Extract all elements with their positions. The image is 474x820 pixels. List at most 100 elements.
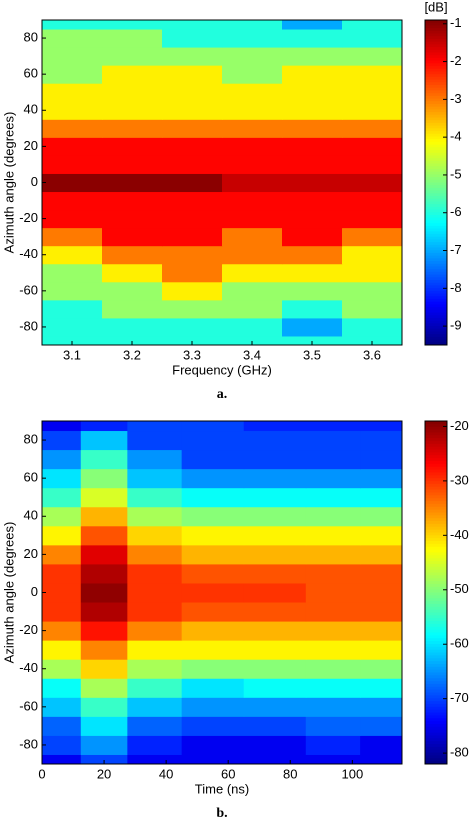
contour-cell xyxy=(282,227,343,247)
colorbar-band xyxy=(425,692,447,696)
colorbar-band xyxy=(425,438,447,442)
colorbar-band xyxy=(425,592,447,596)
contour-cell xyxy=(42,263,103,283)
colorbar-band xyxy=(425,233,447,238)
colorbar-band xyxy=(425,755,447,759)
contour-cell xyxy=(282,299,343,319)
x-tick-label: 3.5 xyxy=(303,347,321,362)
contour-cell xyxy=(162,335,223,346)
y-axis-label: Azimuth angle (degrees) xyxy=(1,112,16,254)
contour-cell xyxy=(80,716,128,736)
contour-cell xyxy=(305,563,361,584)
colorbar-tick-label: -50 xyxy=(450,581,469,596)
colorbar-band xyxy=(425,655,447,659)
contour-cell xyxy=(305,697,361,717)
colorbar-band xyxy=(425,280,447,284)
x-tick-label: 3.2 xyxy=(123,347,141,362)
colorbar-band xyxy=(425,304,447,308)
y-tick-label: -20 xyxy=(19,210,38,225)
colorbar-band xyxy=(425,703,447,708)
y-tick-label: -80 xyxy=(19,318,38,333)
colorbar-tick-label: -40 xyxy=(450,527,469,542)
colorbar-band xyxy=(425,131,447,135)
colorbar-band xyxy=(425,231,447,235)
contour-cell xyxy=(181,582,245,603)
contour-cell xyxy=(42,544,82,565)
contour-cell xyxy=(360,640,403,660)
contour-cell xyxy=(282,317,343,337)
contour-cell xyxy=(243,430,307,451)
colorbar-tick-label: -1 xyxy=(450,15,462,30)
contour-cell xyxy=(80,754,128,765)
contour-cell xyxy=(243,468,307,489)
colorbar-band xyxy=(425,60,447,64)
colorbar-band xyxy=(425,538,447,542)
colorbar-band xyxy=(425,201,447,205)
colorbar-band xyxy=(425,323,447,327)
colorbar-band xyxy=(425,618,447,622)
colorbar-band xyxy=(425,555,447,559)
colorbar-band xyxy=(425,290,447,295)
colorbar-band xyxy=(425,44,447,48)
y-tick-label: 0 xyxy=(31,174,38,189)
colorbar-band xyxy=(425,198,447,202)
colorbar-band xyxy=(425,463,447,468)
colorbar-band xyxy=(425,74,447,78)
colorbar-band xyxy=(425,492,447,496)
contour-cell xyxy=(42,20,103,30)
y-tick-label: 20 xyxy=(24,138,38,153)
colorbar-band xyxy=(425,236,447,240)
contour-cell xyxy=(102,245,163,265)
colorbar-band xyxy=(425,543,447,548)
colorbar-band xyxy=(425,681,447,685)
colorbar-band xyxy=(425,82,447,86)
colorbar-band xyxy=(425,301,447,305)
colorbar-tick-label: -9 xyxy=(450,318,462,333)
colorbar-band xyxy=(425,163,447,167)
colorbar-band xyxy=(425,455,447,459)
colorbar-label: [dB] xyxy=(424,0,447,14)
colorbar-band xyxy=(425,331,447,335)
colorbar-band xyxy=(425,672,447,676)
contour-cell xyxy=(80,430,128,451)
contour-cell xyxy=(127,754,183,765)
x-axis-label: Frequency (GHz) xyxy=(172,362,272,377)
colorbar-band xyxy=(425,549,447,553)
colorbar-band xyxy=(425,79,447,83)
contour-cell xyxy=(181,544,245,565)
colorbar-band xyxy=(425,68,447,72)
contour-cell xyxy=(127,544,183,565)
contour-cell xyxy=(222,335,283,346)
colorbar-band xyxy=(425,458,447,462)
contour-cell xyxy=(127,563,183,584)
contour-cell xyxy=(102,281,163,301)
colorbar-band xyxy=(425,469,447,473)
colorbar-band xyxy=(425,22,447,26)
contour-cell xyxy=(305,678,361,698)
colorbar-band xyxy=(425,57,447,62)
contour-cell xyxy=(42,754,82,765)
contour-cell xyxy=(360,582,403,603)
contour-cell xyxy=(102,155,163,174)
contour-cell xyxy=(42,245,103,265)
contour-cell xyxy=(222,173,283,193)
contour-cell xyxy=(102,20,163,30)
contour-cell xyxy=(342,245,403,265)
contour-cell xyxy=(102,227,163,247)
contour-cell xyxy=(222,29,283,48)
contour-cell xyxy=(181,487,245,508)
contour-cell xyxy=(222,245,283,265)
contour-cell xyxy=(342,47,403,66)
colorbar-band xyxy=(425,239,447,243)
contour-cell xyxy=(360,563,403,584)
contour-cell xyxy=(80,602,128,622)
contour-cell xyxy=(342,65,403,84)
colorbar-band xyxy=(425,435,447,439)
colorbar-band xyxy=(425,583,447,588)
colorbar-band xyxy=(425,486,447,491)
colorbar-frame xyxy=(424,19,448,346)
contour-cell xyxy=(42,678,82,698)
contour-cell xyxy=(305,449,361,470)
contour-cell xyxy=(243,640,307,660)
